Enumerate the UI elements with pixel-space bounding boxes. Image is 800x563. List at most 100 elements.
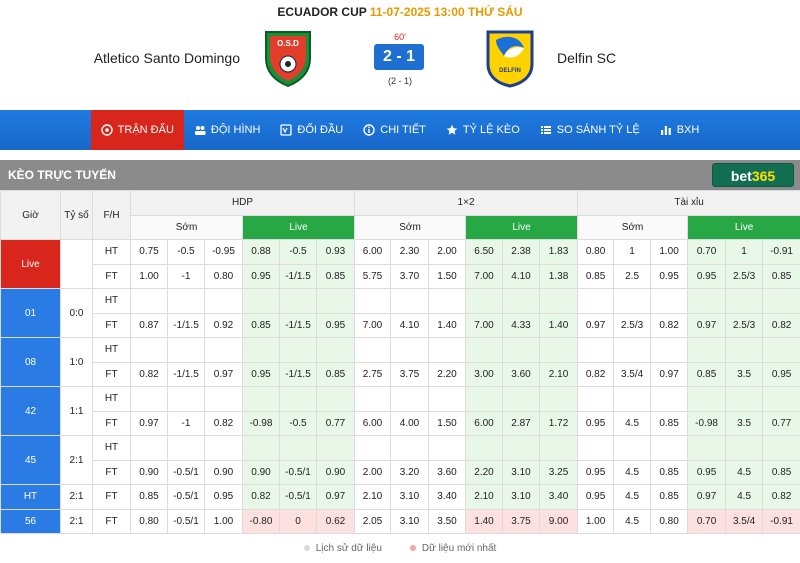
- odds-cell[interactable]: 1.00: [650, 239, 689, 265]
- odds-cell[interactable]: 0.87: [130, 312, 168, 338]
- odds-cell[interactable]: 3.70: [390, 263, 429, 289]
- nav-tab-5[interactable]: SO SÁNH TỶ LỆ: [530, 110, 650, 150]
- odds-cell[interactable]: 2.5: [613, 263, 652, 289]
- odds-cell[interactable]: 0.95: [687, 263, 727, 289]
- odds-cell[interactable]: 0.93: [316, 239, 355, 265]
- odds-cell[interactable]: 0.85: [687, 361, 727, 387]
- odds-cell[interactable]: 0.80: [650, 508, 689, 534]
- odds-cell[interactable]: -1/1.5: [279, 312, 317, 338]
- odds-cell[interactable]: 3.40: [428, 484, 466, 510]
- odds-cell[interactable]: 1.40: [538, 312, 579, 338]
- odds-cell[interactable]: 0.77: [762, 410, 800, 436]
- odds-cell[interactable]: 0.97: [204, 361, 243, 387]
- odds-cell[interactable]: 4.33: [502, 312, 540, 338]
- odds-cell[interactable]: 2.30: [390, 239, 429, 265]
- odds-cell[interactable]: 4.5: [613, 410, 652, 436]
- odds-cell[interactable]: 3.20: [390, 459, 429, 485]
- odds-cell[interactable]: 0.70: [687, 508, 727, 534]
- odds-cell[interactable]: 1.00: [130, 263, 168, 289]
- odds-cell[interactable]: 0.80: [130, 508, 168, 534]
- odds-cell[interactable]: 0.70: [687, 239, 727, 265]
- odds-cell[interactable]: 0.97: [130, 410, 168, 436]
- odds-cell[interactable]: 0.90: [316, 459, 355, 485]
- bookmaker-logo[interactable]: bet365: [712, 163, 794, 187]
- odds-cell[interactable]: 0.95: [204, 484, 243, 510]
- odds-cell[interactable]: -1/1.5: [167, 312, 205, 338]
- odds-cell[interactable]: 0.85: [130, 484, 168, 510]
- odds-cell[interactable]: 0.82: [762, 484, 800, 510]
- odds-cell[interactable]: 2.5/3: [725, 312, 764, 338]
- odds-cell[interactable]: 3.10: [502, 459, 540, 485]
- odds-cell[interactable]: -1/1.5: [167, 361, 205, 387]
- odds-cell[interactable]: 6.00: [465, 410, 503, 436]
- odds-cell[interactable]: 0.85: [762, 459, 800, 485]
- odds-cell[interactable]: 2.10: [538, 361, 579, 387]
- odds-cell[interactable]: 0.92: [204, 312, 243, 338]
- odds-cell[interactable]: 9.00: [538, 508, 579, 534]
- odds-cell[interactable]: 1.00: [204, 508, 243, 534]
- odds-cell[interactable]: 0.85: [650, 410, 689, 436]
- odds-cell[interactable]: 0.80: [577, 239, 615, 265]
- odds-cell[interactable]: 2.00: [354, 459, 391, 485]
- odds-cell[interactable]: 0.95: [650, 263, 689, 289]
- odds-cell[interactable]: -0.80: [242, 508, 280, 534]
- odds-cell[interactable]: 2.5/3: [613, 312, 652, 338]
- odds-cell[interactable]: -0.5/1: [167, 459, 205, 485]
- odds-cell[interactable]: 4.5: [613, 508, 652, 534]
- odds-cell[interactable]: 0.88: [242, 239, 280, 265]
- odds-cell[interactable]: 0.97: [650, 361, 689, 387]
- odds-cell[interactable]: 2.20: [428, 361, 466, 387]
- odds-cell[interactable]: 3.10: [502, 484, 540, 510]
- odds-cell[interactable]: -0.5/1: [167, 508, 205, 534]
- odds-cell[interactable]: 0.95: [762, 361, 800, 387]
- odds-cell[interactable]: 2.10: [465, 484, 503, 510]
- odds-cell[interactable]: 0.90: [204, 459, 243, 485]
- odds-cell[interactable]: 0.82: [130, 361, 168, 387]
- odds-cell[interactable]: 1: [613, 239, 652, 265]
- odds-cell[interactable]: 3.25: [538, 459, 579, 485]
- odds-cell[interactable]: 2.00: [428, 239, 466, 265]
- odds-cell[interactable]: -0.5: [279, 239, 317, 265]
- odds-cell[interactable]: 1.50: [428, 263, 466, 289]
- odds-cell[interactable]: -1: [167, 410, 205, 436]
- odds-cell[interactable]: -0.98: [242, 410, 280, 436]
- odds-cell[interactable]: 1.40: [465, 508, 503, 534]
- odds-cell[interactable]: 3.5/4: [725, 508, 764, 534]
- odds-cell[interactable]: 4.10: [502, 263, 540, 289]
- odds-cell[interactable]: -0.5/1: [279, 459, 317, 485]
- league-name[interactable]: ECUADOR CUP: [277, 5, 367, 19]
- odds-cell[interactable]: 0.95: [577, 410, 615, 436]
- odds-cell[interactable]: -0.5/1: [279, 484, 317, 510]
- odds-cell[interactable]: -0.91: [762, 508, 800, 534]
- odds-cell[interactable]: 3.5: [725, 361, 764, 387]
- odds-cell[interactable]: 0: [279, 508, 317, 534]
- odds-cell[interactable]: 1.72: [538, 410, 579, 436]
- odds-cell[interactable]: 0.85: [762, 263, 800, 289]
- odds-cell[interactable]: 1.40: [428, 312, 466, 338]
- odds-cell[interactable]: 4.10: [390, 312, 429, 338]
- odds-cell[interactable]: 0.77: [316, 410, 355, 436]
- odds-cell[interactable]: 0.85: [577, 263, 615, 289]
- odds-cell[interactable]: 0.85: [242, 312, 280, 338]
- odds-cell[interactable]: 2.10: [354, 484, 391, 510]
- away-team-name[interactable]: Delfin SC: [557, 50, 617, 66]
- odds-cell[interactable]: 0.85: [650, 484, 689, 510]
- odds-cell[interactable]: -1: [167, 263, 205, 289]
- odds-cell[interactable]: 4.5: [725, 459, 764, 485]
- odds-cell[interactable]: 4.5: [725, 484, 764, 510]
- odds-cell[interactable]: 2.38: [502, 239, 540, 265]
- odds-cell[interactable]: 0.97: [316, 484, 355, 510]
- odds-cell[interactable]: -0.5/1: [167, 484, 205, 510]
- odds-cell[interactable]: -0.5: [279, 410, 317, 436]
- nav-tab-3[interactable]: CHI TIẾT: [353, 110, 436, 150]
- odds-cell[interactable]: 0.90: [130, 459, 168, 485]
- odds-cell[interactable]: 0.80: [204, 263, 243, 289]
- odds-cell[interactable]: -1/1.5: [279, 361, 317, 387]
- odds-cell[interactable]: 0.95: [577, 484, 615, 510]
- odds-cell[interactable]: 7.00: [465, 312, 503, 338]
- odds-cell[interactable]: 2.5/3: [725, 263, 764, 289]
- nav-tab-1[interactable]: ĐỘI HÌNH: [184, 110, 271, 150]
- odds-cell[interactable]: 3.10: [390, 508, 429, 534]
- odds-cell[interactable]: 2.87: [502, 410, 540, 436]
- odds-cell[interactable]: 1.00: [577, 508, 615, 534]
